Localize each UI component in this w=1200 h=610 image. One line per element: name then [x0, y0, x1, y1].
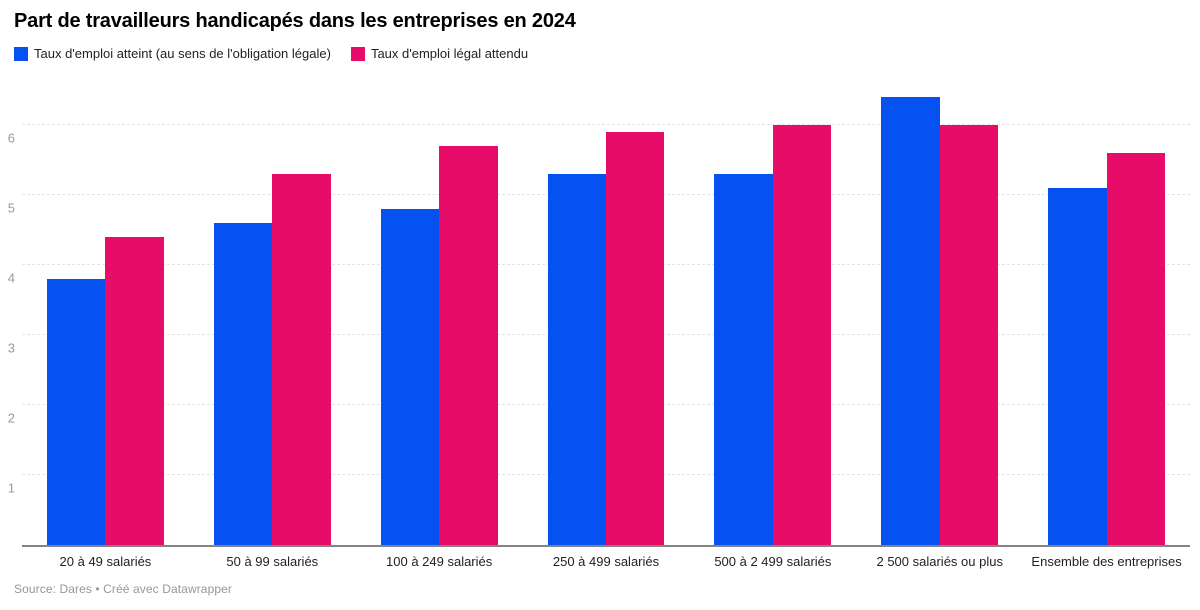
x-tick-label: 20 à 49 salariés [59, 554, 152, 569]
y-tick-label: 6 [7, 130, 15, 146]
y-tick-label: 2 [7, 410, 15, 426]
bar-group [1023, 92, 1190, 545]
bar-groups [22, 92, 1190, 545]
chart-title: Part de travailleurs handicapés dans les… [14, 10, 576, 32]
legend: Taux d'emploi atteint (au sens de l'obli… [12, 46, 1190, 62]
legend-swatch-icon [350, 47, 365, 61]
bar-group [689, 92, 856, 545]
bar[interactable] [380, 209, 440, 545]
bar[interactable] [439, 146, 498, 545]
bar[interactable] [105, 237, 164, 545]
bar[interactable] [606, 132, 665, 545]
bar[interactable] [272, 174, 331, 545]
legend-label: Taux d'emploi atteint (au sens de l'obli… [34, 46, 331, 61]
legend-swatch-icon [14, 47, 28, 61]
bar[interactable] [1048, 188, 1107, 545]
bar-group [523, 92, 690, 545]
x-tick-label: 50 à 99 salariés [226, 554, 319, 569]
bar[interactable] [881, 97, 940, 545]
y-tick-label: 3 [7, 340, 15, 356]
x-axis-labels: 20 à 49 salariés 50 à 99 salariés 100 à 24… [22, 547, 1190, 569]
legend-item: Taux d'emploi légal attendu [350, 46, 529, 61]
plot-area: 1 2 3 4 5 6 [8, 92, 1190, 547]
bar[interactable] [772, 125, 832, 545]
bar-chart: 1 2 3 4 5 6 20 à 49 salariés 50 à 99 salariés 1… [8, 92, 1190, 569]
bar-group [189, 92, 356, 545]
bar[interactable] [547, 174, 606, 545]
bar-group [356, 92, 523, 545]
legend-item: Taux d'emploi atteint (au sens de l'obli… [14, 47, 331, 61]
x-tick-label: 100 à 249 salariés [386, 554, 493, 569]
bar[interactable] [47, 279, 106, 545]
x-tick-label: 250 à 499 salariés [552, 554, 660, 569]
bar-group [856, 92, 1023, 545]
bar-group [22, 92, 189, 545]
gridline: 6 [8, 124, 1190, 145]
bar[interactable] [939, 125, 999, 545]
source-credit: Source: Dares • Créé avec Datawrapper [14, 582, 232, 596]
x-tick-label: 2 500 salariés ou plus [876, 554, 1003, 569]
x-tick-label: 500 à 2 499 salariés [714, 554, 832, 569]
bar[interactable] [1106, 153, 1165, 545]
y-tick-label: 4 [7, 270, 15, 286]
x-tick-label: Ensemble des entreprises [1031, 554, 1182, 569]
y-tick-label: 1 [7, 480, 15, 496]
legend-label: Taux d'emploi légal attendu [370, 46, 529, 61]
y-tick-label: 5 [7, 200, 15, 216]
bar[interactable] [213, 223, 273, 545]
bar[interactable] [714, 174, 773, 545]
